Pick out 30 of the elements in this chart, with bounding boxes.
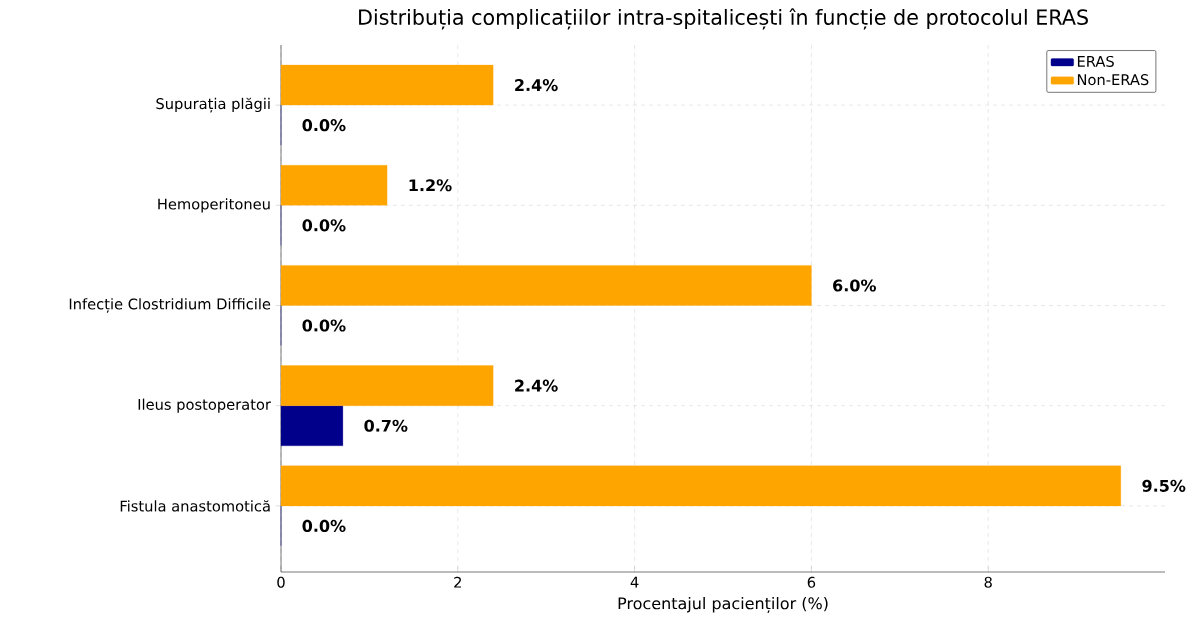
data-label: 9.5% xyxy=(1142,479,1186,492)
data-label: 0.0% xyxy=(302,219,346,232)
data-label: 2.4% xyxy=(515,379,558,392)
legend-label: ERAS xyxy=(1077,55,1114,67)
data-label: 0.0% xyxy=(302,319,346,332)
data-label: 0.0% xyxy=(302,119,346,132)
data-label: 2.4% xyxy=(515,79,558,92)
x-axis-title: Procentajul pacienților (%) xyxy=(618,596,828,613)
y-tick-label: Infecție Clostridium Difficile xyxy=(69,298,271,313)
y-tick-label: Hemoperitoneu xyxy=(158,198,270,213)
x-tick-label: 0 xyxy=(277,576,285,588)
x-tick-label: 6 xyxy=(807,576,816,588)
bar xyxy=(280,405,344,446)
bar xyxy=(280,465,1121,507)
data-label: 6.0% xyxy=(833,279,876,292)
bar xyxy=(280,64,494,106)
x-tick-label: 4 xyxy=(630,576,639,588)
y-tick-label: Fistula anastomotică xyxy=(120,500,270,512)
x-tick-label: 2 xyxy=(454,576,461,588)
y-tick-label: Ileus postoperator xyxy=(138,398,271,413)
bar xyxy=(280,265,812,306)
chart-title: Distribuția complicațiilor intra-spitalicești în funcție de protocolul ERAS xyxy=(359,8,1088,30)
data-label: 0.0% xyxy=(302,519,346,532)
legend-label: Non-ERAS xyxy=(1077,74,1149,86)
data-label: 0.7% xyxy=(364,419,408,432)
bar xyxy=(280,165,388,206)
bar xyxy=(280,365,494,406)
y-tick-label: Supurația plăgii xyxy=(156,97,270,113)
x-tick-label: 8 xyxy=(984,576,992,588)
data-label: 1.2% xyxy=(409,179,452,192)
